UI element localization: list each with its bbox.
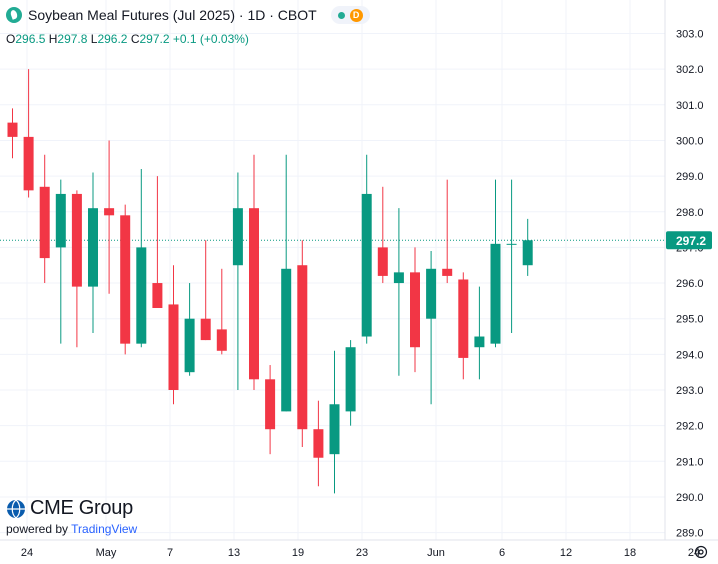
ohlc-legend: O296.5 H297.8 L296.2 C297.2 +0.1 (+0.03%… bbox=[6, 32, 249, 46]
candle-body bbox=[393, 272, 404, 284]
candle-body bbox=[442, 268, 453, 276]
x-tick-label: 19 bbox=[292, 547, 304, 559]
candle-body bbox=[490, 243, 501, 344]
y-tick-label: 291.0 bbox=[676, 456, 704, 468]
candle-body bbox=[23, 136, 34, 191]
candle-body bbox=[377, 247, 388, 276]
y-tick-label: 293.0 bbox=[676, 385, 704, 397]
brand-watermark: CME Group powered by TradingView bbox=[6, 497, 137, 536]
cme-globe-icon bbox=[7, 498, 25, 519]
x-tick-label: 7 bbox=[167, 547, 173, 559]
candle-body bbox=[232, 208, 243, 266]
candle-body bbox=[55, 193, 66, 248]
cme-group-logo-text: CME Group bbox=[30, 497, 133, 519]
high-label: H bbox=[48, 32, 58, 46]
candle-body bbox=[104, 208, 115, 216]
open-value: 296.5 bbox=[15, 32, 46, 46]
candle-body bbox=[120, 215, 131, 344]
last-price-tag-label: 297.2 bbox=[676, 234, 706, 248]
y-tick-label: 295.0 bbox=[676, 314, 704, 326]
candle-body bbox=[474, 336, 485, 348]
delayed-data-badge: D bbox=[349, 8, 363, 22]
candle-body bbox=[458, 279, 469, 358]
x-tick-label: 24 bbox=[21, 547, 33, 559]
market-status-pill[interactable]: D bbox=[330, 6, 370, 24]
x-tick-label: Jun bbox=[427, 547, 445, 559]
y-tick-label: 302.0 bbox=[676, 64, 704, 76]
x-tick-label: 13 bbox=[228, 547, 240, 559]
y-tick-label: 290.0 bbox=[676, 492, 704, 504]
x-tick-label: 6 bbox=[499, 547, 505, 559]
y-tick-label: 300.0 bbox=[676, 135, 704, 147]
candle-body bbox=[410, 272, 420, 348]
candle-body bbox=[361, 193, 372, 337]
candle-body bbox=[522, 240, 533, 266]
close-label: C bbox=[130, 32, 140, 46]
candle-body bbox=[168, 304, 179, 390]
y-tick-label: 294.0 bbox=[676, 349, 704, 361]
candle-body bbox=[329, 404, 340, 455]
chart-header: Soybean Meal Futures (Jul 2025) · 1D · C… bbox=[6, 6, 370, 24]
powered-by-prefix: powered by bbox=[6, 522, 69, 536]
settings-gear-icon[interactable] bbox=[693, 544, 709, 560]
candle-body bbox=[88, 208, 98, 287]
last-price-tag bbox=[666, 231, 712, 250]
candle-body bbox=[297, 265, 308, 430]
x-tick-label: 18 bbox=[624, 547, 636, 559]
candle-body bbox=[313, 429, 324, 458]
y-tick-label: 303.0 bbox=[676, 29, 704, 41]
y-tick-label: 289.0 bbox=[676, 528, 704, 540]
symbol-title[interactable]: Soybean Meal Futures (Jul 2025) · 1D · C… bbox=[28, 7, 317, 23]
x-tick-label: May bbox=[96, 547, 117, 559]
candle-body bbox=[506, 243, 517, 245]
x-tick-label: 12 bbox=[560, 547, 572, 559]
soybean-leaf-icon bbox=[6, 7, 22, 23]
low-value: 296.2 bbox=[97, 32, 128, 46]
candle-body bbox=[152, 283, 163, 309]
market-open-dot-icon bbox=[337, 11, 345, 19]
high-value: 297.8 bbox=[57, 32, 88, 46]
candle-body bbox=[265, 379, 276, 430]
candle-body bbox=[216, 329, 227, 351]
powered-by-text: powered by TradingView bbox=[6, 522, 137, 536]
candle-body bbox=[281, 268, 292, 412]
change-value: +0.1 (+0.03%) bbox=[172, 32, 249, 46]
close-value: 297.2 bbox=[139, 32, 170, 46]
y-tick-label: 301.0 bbox=[676, 100, 704, 112]
candle-body bbox=[71, 193, 82, 287]
candle-body bbox=[249, 208, 259, 380]
y-tick-label: 299.0 bbox=[676, 171, 704, 183]
candle-body bbox=[200, 318, 211, 341]
candle-body bbox=[136, 247, 147, 344]
low-label: L bbox=[90, 32, 98, 46]
y-tick-label: 292.0 bbox=[676, 421, 704, 433]
candle-body bbox=[426, 268, 437, 319]
y-tick-label: 296.0 bbox=[676, 278, 704, 290]
x-tick-label: 23 bbox=[356, 547, 368, 559]
tradingview-link[interactable]: TradingView bbox=[71, 522, 138, 536]
y-tick-label: 298.0 bbox=[676, 207, 704, 219]
candle-body bbox=[184, 318, 195, 373]
candle-body bbox=[39, 186, 50, 259]
open-label: O bbox=[6, 32, 16, 46]
candle-body bbox=[345, 347, 356, 412]
candle-body bbox=[7, 122, 18, 137]
